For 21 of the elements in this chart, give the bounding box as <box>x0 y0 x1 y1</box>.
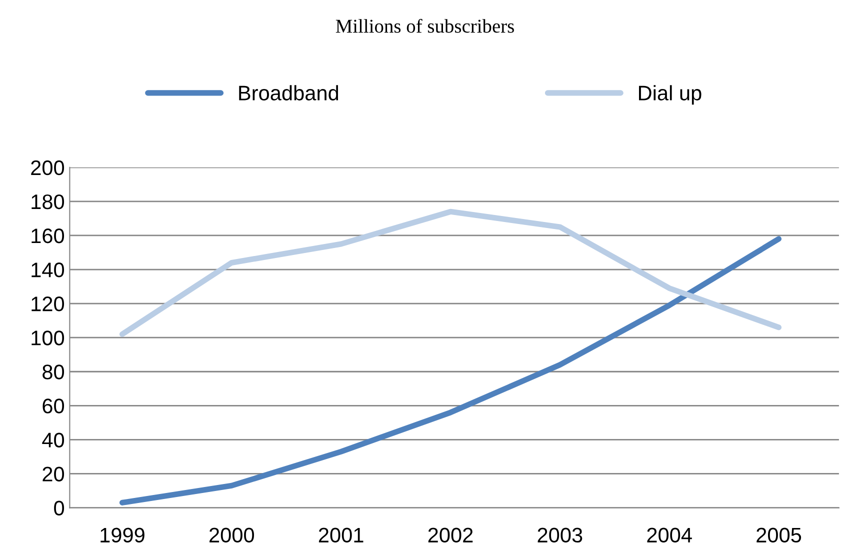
x-tick-label: 2001 <box>318 528 364 543</box>
x-tick-label: 2003 <box>538 528 582 543</box>
y-tick-label: 20 <box>42 466 64 482</box>
y-tick-label: 120 <box>32 296 64 312</box>
x-tick-label: 2005 <box>756 528 802 543</box>
y-tick-label: 40 <box>42 432 64 448</box>
x-tick-label: 2002 <box>428 528 473 543</box>
y-tick-label: 100 <box>32 330 64 346</box>
chart-title: Millions of subscribers <box>336 18 514 33</box>
y-tick-label: 200 <box>31 160 64 176</box>
x-tick-label: 1999 <box>100 528 144 543</box>
y-tick-label: 140 <box>32 262 64 278</box>
x-tick-label: 2000 <box>210 528 254 543</box>
legend-label: Dial up <box>639 85 702 105</box>
y-tick-label: 60 <box>42 398 64 414</box>
y-tick-label: 80 <box>42 364 64 380</box>
y-tick-label: 0 <box>54 500 64 516</box>
y-tick-label: 160 <box>32 228 64 244</box>
legend-label: Broadband <box>239 85 338 100</box>
y-tick-label: 180 <box>32 194 64 210</box>
x-tick-label: 2004 <box>647 528 692 543</box>
